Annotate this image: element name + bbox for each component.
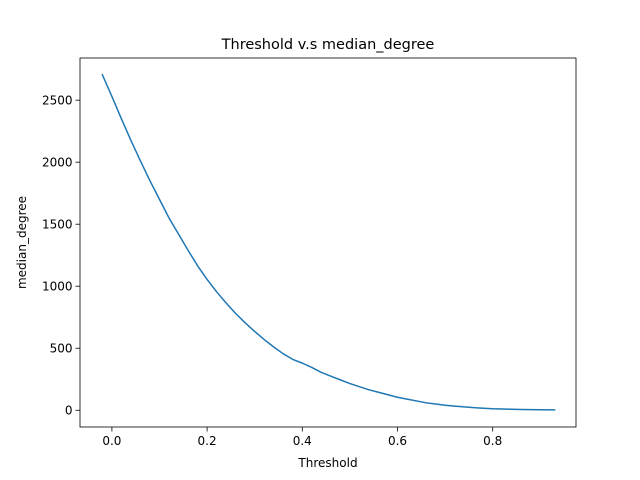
y-tick-label: 0 [65,404,73,418]
x-tick-label: 0.0 [102,434,121,448]
y-tick-label: 2500 [42,93,73,107]
series-line [101,73,556,411]
x-tick-label: 0.4 [293,434,312,448]
x-tick-label: 0.6 [388,434,407,448]
y-tick-label: 1000 [42,280,73,294]
x-tick-label: 0.2 [198,434,217,448]
series-layer [101,73,556,411]
plot-area [80,58,576,427]
plot-frame [79,57,577,428]
x-axis: 0.0 0.2 0.4 0.6 0.8 [102,427,502,448]
chart-title: Threshold v.s median_degree [221,37,435,53]
x-tick-label: 0.8 [483,434,502,448]
y-tick-label: 2000 [42,155,73,169]
y-tick-label: 500 [50,342,73,356]
y-tick-label: 1500 [42,218,73,232]
x-axis-label: Threshold [297,456,357,470]
y-axis: 0 500 1000 1500 2000 2500 [42,93,80,418]
y-axis-label: median_degree [15,196,29,289]
